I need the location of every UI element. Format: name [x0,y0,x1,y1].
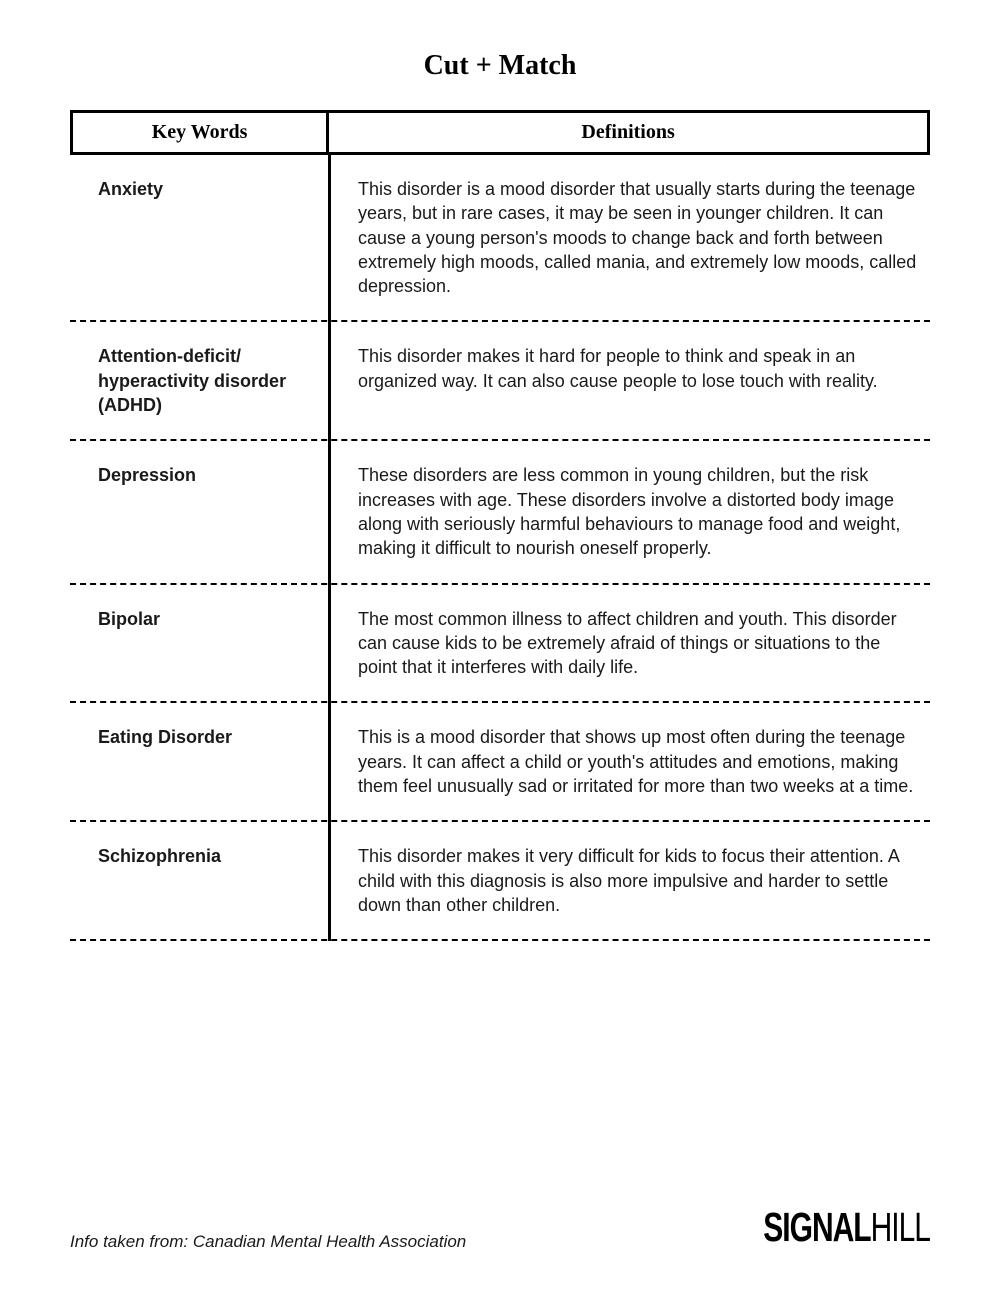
table-row: Eating Disorder This is a mood disorder … [70,703,930,822]
keyword-cell: Bipolar [70,607,328,631]
table-row: Attention-deficit/ hyperactivity disorde… [70,322,930,441]
header-definitions: Definitions [329,113,927,152]
keyword-cell: Schizophrenia [70,844,328,868]
page-title: Cut + Match [70,50,930,82]
definition-cell: These disorders are less common in young… [328,463,930,560]
logo-bold-part: SIGNAL [763,1206,870,1251]
table-body: Anxiety This disorder is a mood disorder… [70,155,930,941]
table-row: Anxiety This disorder is a mood disorder… [70,155,930,322]
definition-cell: This is a mood disorder that shows up mo… [328,725,930,798]
table-row: Bipolar The most common illness to affec… [70,585,930,704]
signalhill-logo: SIGNALHILL [763,1206,930,1252]
logo-thin-part: HILL [871,1206,930,1251]
table-row: Depression These disorders are less comm… [70,441,930,584]
definition-cell: This disorder makes it hard for people t… [328,344,930,393]
table-header-row: Key Words Definitions [70,110,930,155]
vertical-divider [328,155,331,941]
definition-cell: The most common illness to affect childr… [328,607,930,680]
definition-cell: This disorder is a mood disorder that us… [328,177,930,298]
page-footer: Info taken from: Canadian Mental Health … [70,1218,930,1252]
keyword-cell: Anxiety [70,177,328,201]
header-keywords: Key Words [73,113,329,152]
table-row: Schizophrenia This disorder makes it ver… [70,822,930,941]
source-attribution: Info taken from: Canadian Mental Health … [70,1232,466,1252]
keyword-cell: Eating Disorder [70,725,328,749]
worksheet-table: Key Words Definitions Anxiety This disor… [70,110,930,941]
keyword-cell: Depression [70,463,328,487]
definition-cell: This disorder makes it very difficult fo… [328,844,930,917]
keyword-cell: Attention-deficit/ hyperactivity disorde… [70,344,328,417]
